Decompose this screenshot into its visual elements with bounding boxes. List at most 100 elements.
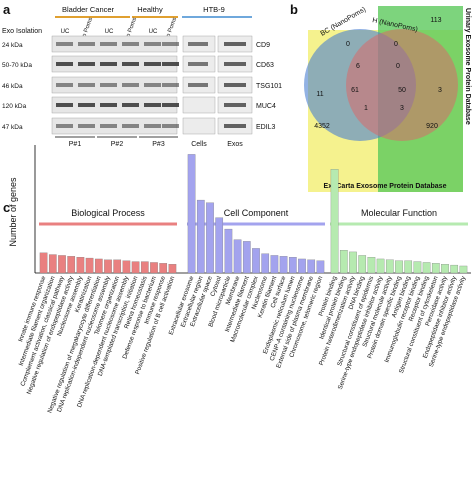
- bar: [187, 154, 196, 274]
- size-label: 47 kDa: [2, 124, 23, 131]
- bar: [140, 261, 149, 274]
- bar: [168, 264, 177, 274]
- blot: [182, 96, 216, 114]
- y-axis-label: Number of genes: [8, 177, 18, 247]
- bar: [150, 262, 158, 274]
- cell-lane-label: Exos: [227, 141, 243, 148]
- band: [162, 42, 179, 46]
- group-label: Bladder Cancer: [62, 5, 115, 14]
- band: [188, 42, 208, 46]
- venn-count: 3: [438, 87, 442, 94]
- bar: [104, 259, 112, 274]
- venn-count: 4352: [314, 123, 330, 130]
- band: [78, 42, 95, 46]
- bar: [233, 239, 242, 274]
- protein-label: EDIL3: [256, 124, 276, 131]
- band: [78, 83, 95, 87]
- size-label: 120 kDa: [2, 103, 27, 110]
- lane-label: UC: [105, 29, 114, 35]
- venn-count: 0: [346, 41, 350, 48]
- protein-label: TSG101: [256, 83, 282, 90]
- band: [100, 124, 117, 128]
- patient-label: P#1: [69, 141, 82, 148]
- patient-label: P#3: [152, 141, 165, 148]
- bar: [395, 260, 403, 274]
- venn-count: 0: [396, 63, 400, 70]
- bar: [376, 258, 385, 274]
- band: [188, 62, 208, 66]
- bar: [76, 257, 85, 274]
- set-label: ExoCarta Exosome Protein Database: [324, 183, 447, 190]
- protein-label: CD63: [256, 62, 274, 69]
- bar: [330, 169, 339, 274]
- bar: [450, 264, 459, 274]
- venn-count: 6: [356, 63, 360, 70]
- venn-count: 920: [426, 123, 438, 130]
- venn-count: 113: [430, 17, 441, 24]
- bar: [131, 261, 140, 274]
- venn-count: 50: [398, 87, 406, 94]
- band: [122, 42, 139, 46]
- band: [224, 124, 246, 128]
- group-title: Molecular Function: [361, 208, 437, 218]
- band: [122, 83, 139, 87]
- band: [100, 83, 117, 87]
- band: [78, 103, 95, 107]
- venn-count: 11: [316, 91, 323, 98]
- band: [224, 103, 246, 107]
- band: [56, 62, 73, 66]
- band: [162, 103, 179, 107]
- bar: [122, 260, 131, 274]
- bar: [85, 257, 94, 274]
- band: [100, 42, 117, 46]
- bar: [196, 199, 205, 274]
- band: [144, 103, 161, 107]
- bar: [431, 263, 440, 274]
- group-title: Biological Process: [71, 208, 145, 218]
- size-label: 50-70 kDa: [2, 62, 32, 69]
- band: [162, 124, 179, 128]
- cell-lane-label: Cells: [191, 141, 207, 148]
- bar: [459, 265, 468, 274]
- band: [188, 83, 208, 87]
- band: [100, 62, 117, 66]
- bar: [261, 253, 270, 274]
- protein-label: CD9: [256, 42, 270, 49]
- group-label: Healthy: [137, 5, 163, 14]
- band: [162, 62, 179, 66]
- band: [122, 124, 139, 128]
- band: [144, 83, 161, 87]
- lane-label: UC: [149, 29, 158, 35]
- bar: [206, 202, 214, 274]
- bar: [422, 262, 431, 274]
- band: [56, 124, 73, 128]
- bar: [242, 241, 251, 274]
- patient-label: P#2: [111, 141, 124, 148]
- bar: [215, 217, 224, 274]
- bar: [316, 260, 325, 274]
- bar: [159, 263, 168, 274]
- band: [56, 83, 73, 87]
- h-set: [346, 29, 458, 141]
- bar: [349, 251, 357, 274]
- band: [78, 124, 95, 128]
- bar: [288, 257, 297, 274]
- band: [224, 62, 246, 66]
- group-label: HTB-9: [203, 5, 225, 14]
- band: [56, 103, 73, 107]
- blot: [182, 117, 216, 135]
- band: [122, 103, 139, 107]
- set-label: Urinary Exosome Protein Database: [464, 8, 471, 125]
- bar: [339, 250, 348, 274]
- bar: [252, 248, 260, 274]
- bar: [385, 259, 394, 274]
- bar: [270, 255, 279, 274]
- venn-count: 1: [364, 105, 368, 112]
- bar: [39, 252, 48, 274]
- bar: [224, 228, 233, 274]
- band: [100, 103, 117, 107]
- size-label: 24 kDa: [2, 42, 23, 49]
- venn-count: 3: [400, 105, 404, 112]
- band: [224, 83, 246, 87]
